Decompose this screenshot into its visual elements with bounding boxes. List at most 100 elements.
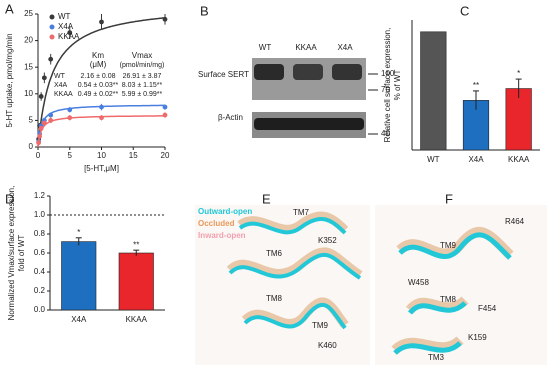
x-tick-label: X4A — [468, 155, 484, 164]
fit-curve — [37, 104, 165, 148]
x-tick-label: 10 — [97, 151, 106, 160]
structure-f: R464 TM9 W458 TM8 F454 K159 TM3 — [375, 205, 547, 365]
legend-entry: KKAA — [58, 32, 80, 41]
point — [67, 107, 73, 113]
table-cell: 0.54 ± 0.03** — [78, 82, 119, 89]
y-axis-label: fold of WT — [17, 235, 26, 272]
band — [254, 64, 284, 80]
x-tick-label: 15 — [129, 151, 138, 160]
band — [293, 64, 323, 80]
x-tick-label: WT — [427, 155, 440, 164]
point — [99, 104, 104, 110]
x-tick-label: 20 — [161, 151, 170, 160]
helix — [238, 217, 347, 235]
significance: * — [77, 228, 80, 237]
point — [162, 104, 168, 110]
residue-label: TM8 — [440, 295, 457, 304]
residue-label: K159 — [468, 333, 487, 342]
legend-marker — [49, 24, 55, 30]
y-axis-label: 5-HT uptake, pmol/mg/min — [5, 33, 14, 127]
significance: ** — [473, 81, 479, 90]
y-tick-label: 0.6 — [34, 248, 46, 257]
table-cell: WT — [54, 73, 66, 80]
structure-bg — [375, 205, 547, 365]
residue-label: K460 — [318, 341, 337, 350]
y-axis-label: Relative cell surface expression, — [383, 28, 392, 143]
row-label: Surface SERT — [198, 70, 249, 79]
point — [38, 125, 44, 131]
residue-label: TM9 — [312, 321, 329, 330]
point — [99, 115, 104, 121]
y-tick-label: 1.0 — [34, 210, 46, 219]
table-header: Vmax — [132, 51, 152, 60]
helix — [393, 341, 462, 355]
residue-label: TM7 — [293, 208, 310, 217]
table-cell: 8.03 ± 1.15** — [122, 82, 163, 89]
structure-e: Outward-open Occluded Inward-open TM7 K3… — [195, 205, 370, 365]
significance: * — [517, 69, 520, 78]
residue-label: TM8 — [266, 294, 283, 303]
bar — [61, 241, 97, 311]
marker-label: 70 — [381, 85, 390, 94]
legend-marker — [49, 34, 55, 40]
point — [67, 115, 73, 121]
residue-label: TM3 — [428, 353, 445, 362]
point — [41, 75, 47, 81]
table-cell: 2.16 ± 0.08 — [81, 73, 116, 80]
y-axis-label: Normalized Vmax/surface expression, — [7, 186, 16, 321]
legend-entry: Outward-open — [198, 207, 252, 216]
y-tick-label: 0 — [29, 142, 34, 151]
residue-label: W458 — [408, 278, 429, 287]
y-tick-label: 10 — [24, 89, 33, 98]
point — [36, 140, 42, 146]
helix — [398, 232, 512, 260]
legend-entry: WT — [58, 12, 71, 21]
helix — [237, 211, 349, 234]
band — [332, 64, 362, 80]
x-tick-label: 5 — [68, 151, 73, 160]
legend-entry: Occluded — [198, 219, 235, 228]
x-tick-label: 0 — [36, 151, 41, 160]
legend-entry: X4A — [58, 22, 74, 31]
y-tick-label: 1.2 — [34, 191, 46, 200]
panel-label: A — [5, 1, 14, 16]
lane-label: X4A — [337, 43, 353, 52]
bar — [505, 88, 532, 151]
y-tick-label: 0.2 — [34, 286, 46, 295]
helix — [406, 296, 469, 314]
point — [48, 118, 54, 123]
helix — [228, 252, 362, 280]
helix — [226, 247, 363, 279]
helix — [243, 303, 347, 330]
x-axis-label: [5-HT,μM] — [84, 164, 119, 173]
helix — [391, 336, 464, 354]
table-cell: 26.91 ± 3.87 — [123, 73, 162, 80]
marker-label: 40 — [381, 129, 390, 138]
residue-label: TM9 — [440, 241, 457, 250]
marker-label: 100 — [381, 69, 395, 78]
point — [38, 94, 44, 99]
table-cell: X4A — [54, 82, 68, 89]
x-tick-label: KKAA — [126, 315, 148, 324]
y-tick-label: 20 — [24, 36, 33, 45]
blot: WT KKAA X4A Surface SERT β-Actin 100 70 … — [198, 43, 395, 138]
table-cell: 0.49 ± 0.02** — [78, 91, 119, 98]
table-header: Km — [92, 51, 104, 60]
panel-label: B — [200, 3, 209, 18]
y-tick-label: 15 — [24, 62, 33, 71]
y-tick-label: 25 — [24, 9, 33, 18]
helix — [408, 301, 467, 315]
point — [48, 112, 54, 118]
y-tick-label: 5 — [29, 116, 34, 125]
point — [162, 16, 168, 22]
significance: ** — [133, 240, 139, 249]
panel-label: F — [445, 191, 453, 206]
x-tick-label: X4A — [71, 315, 87, 324]
residue-label: F454 — [478, 304, 497, 313]
lane-label: WT — [259, 43, 272, 52]
y-tick-label: 0.0 — [34, 305, 46, 314]
table-header: (pmol/min/mg) — [120, 62, 165, 69]
point — [37, 133, 42, 139]
lane-label: KKAA — [295, 43, 317, 52]
x-tick-label: KKAA — [508, 155, 530, 164]
